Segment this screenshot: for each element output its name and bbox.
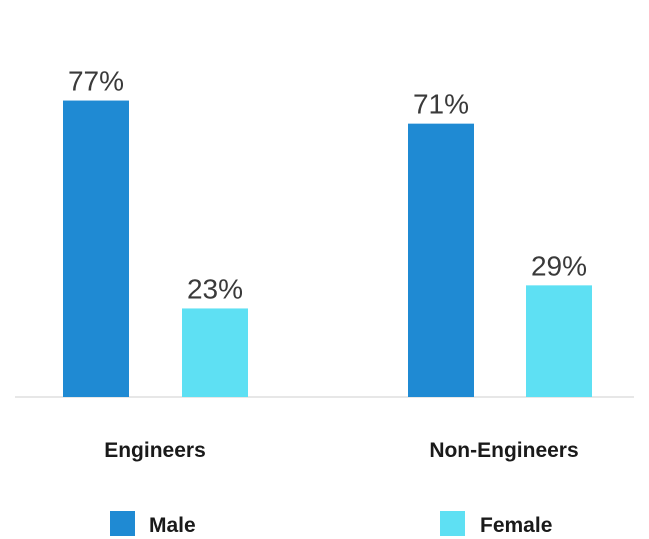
value-label-engineers-male: 77% — [68, 66, 124, 97]
category-labels-group: Engineers Non-Engineers — [104, 439, 578, 462]
bar-non-engineers-male — [408, 123, 474, 398]
bar-engineers-male — [63, 100, 129, 398]
category-label-non-engineers: Non-Engineers — [429, 439, 578, 462]
value-label-non-engineers-female: 29% — [531, 250, 587, 281]
value-label-engineers-female: 23% — [187, 273, 243, 304]
bar-engineers-female — [182, 308, 248, 397]
value-label-non-engineers-male: 71% — [413, 89, 469, 120]
legend-label-female: Female — [480, 514, 552, 537]
legend-swatch-male — [110, 511, 135, 536]
legend-swatch-female — [440, 511, 465, 536]
bars-group — [63, 100, 592, 398]
bar-non-engineers-female — [526, 285, 592, 397]
value-labels-group: 77% 23% 71% 29% — [68, 66, 587, 305]
legend-label-male: Male — [149, 514, 196, 537]
legend: Male Female — [110, 511, 552, 537]
category-label-engineers: Engineers — [104, 439, 206, 462]
